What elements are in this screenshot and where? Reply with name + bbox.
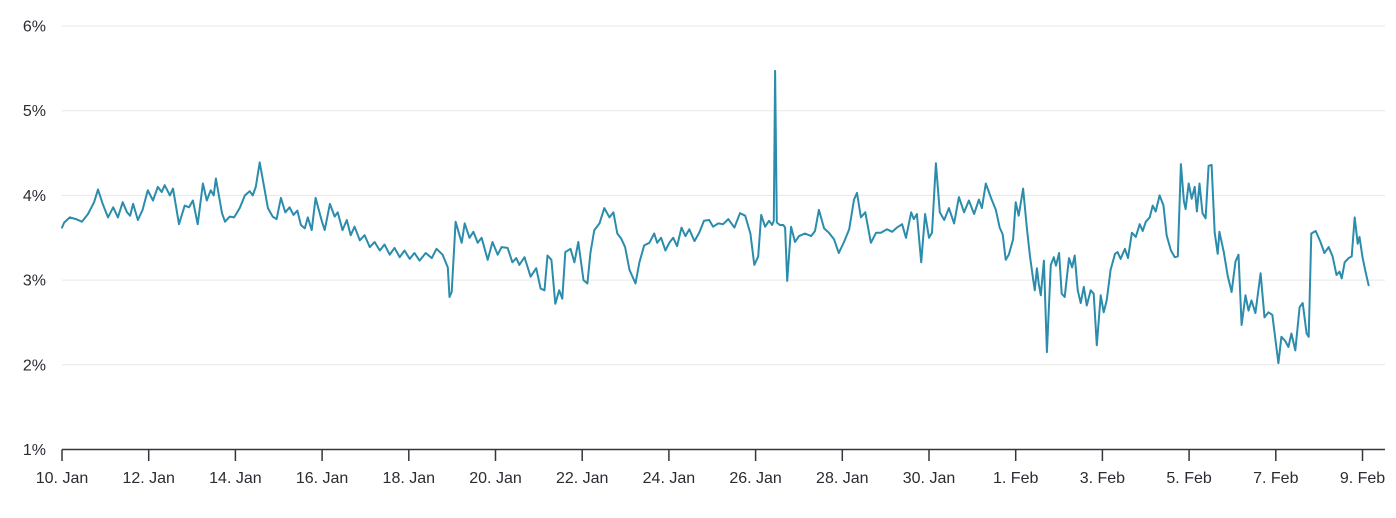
y-axis-label: 2%: [23, 357, 46, 374]
x-axis-label: 30. Jan: [903, 470, 955, 487]
x-axis-label: 14. Jan: [209, 470, 261, 487]
x-axis-label: 24. Jan: [643, 470, 695, 487]
x-axis-label: 7. Feb: [1253, 470, 1298, 487]
x-axis-label: 12. Jan: [122, 470, 174, 487]
x-axis-label: 5. Feb: [1166, 470, 1211, 487]
series-line: [61, 69, 1370, 365]
y-axis-label: 3%: [23, 273, 46, 290]
y-axis-label: 5%: [23, 103, 46, 120]
y-axis-label: 4%: [23, 188, 46, 205]
x-axis-label: 10. Jan: [36, 470, 88, 487]
x-axis-label: 28. Jan: [816, 470, 868, 487]
x-axis-label: 9. Feb: [1340, 470, 1385, 487]
x-axis-label: 20. Jan: [469, 470, 521, 487]
x-axis-label: 26. Jan: [729, 470, 781, 487]
x-axis-label: 16. Jan: [296, 470, 348, 487]
y-axis-label: 1%: [23, 442, 46, 459]
x-axis-label: 3. Feb: [1080, 470, 1125, 487]
x-axis-label: 18. Jan: [383, 470, 435, 487]
x-axis-label: 1. Feb: [993, 470, 1038, 487]
y-axis-label: 6%: [23, 19, 46, 36]
x-axis-label: 22. Jan: [556, 470, 608, 487]
